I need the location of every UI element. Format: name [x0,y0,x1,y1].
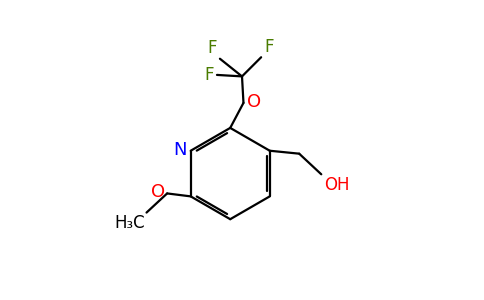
Text: O: O [247,93,261,111]
Text: OH: OH [324,176,349,194]
Text: F: F [208,39,217,57]
Text: F: F [205,66,214,84]
Text: O: O [151,183,165,201]
Text: F: F [264,38,273,56]
Text: N: N [174,141,187,159]
Text: H₃C: H₃C [114,214,145,232]
